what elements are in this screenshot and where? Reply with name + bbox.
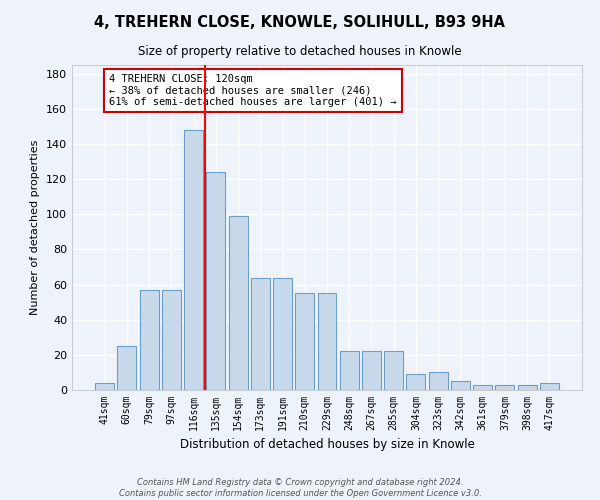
Bar xyxy=(95,383,114,390)
Y-axis label: Number of detached properties: Number of detached properties xyxy=(31,140,40,315)
Bar xyxy=(317,294,337,390)
Text: Size of property relative to detached houses in Knowle: Size of property relative to detached ho… xyxy=(138,45,462,58)
Bar xyxy=(229,216,248,390)
Bar xyxy=(451,381,470,390)
Bar xyxy=(406,374,425,390)
Bar xyxy=(140,290,158,390)
Bar xyxy=(362,352,381,390)
Bar xyxy=(118,346,136,390)
Bar xyxy=(496,384,514,390)
Bar xyxy=(429,372,448,390)
Bar xyxy=(518,384,536,390)
Bar xyxy=(184,130,203,390)
Bar xyxy=(251,278,270,390)
Text: 4, TREHERN CLOSE, KNOWLE, SOLIHULL, B93 9HA: 4, TREHERN CLOSE, KNOWLE, SOLIHULL, B93 … xyxy=(95,15,505,30)
Text: Contains HM Land Registry data © Crown copyright and database right 2024.
Contai: Contains HM Land Registry data © Crown c… xyxy=(119,478,481,498)
Bar xyxy=(206,172,225,390)
Bar xyxy=(295,294,314,390)
Bar xyxy=(540,383,559,390)
X-axis label: Distribution of detached houses by size in Knowle: Distribution of detached houses by size … xyxy=(179,438,475,452)
Bar xyxy=(473,384,492,390)
Text: 4 TREHERN CLOSE: 120sqm
← 38% of detached houses are smaller (246)
61% of semi-d: 4 TREHERN CLOSE: 120sqm ← 38% of detache… xyxy=(109,74,397,107)
Bar xyxy=(162,290,181,390)
Bar xyxy=(340,352,359,390)
Bar xyxy=(273,278,292,390)
Bar xyxy=(384,352,403,390)
